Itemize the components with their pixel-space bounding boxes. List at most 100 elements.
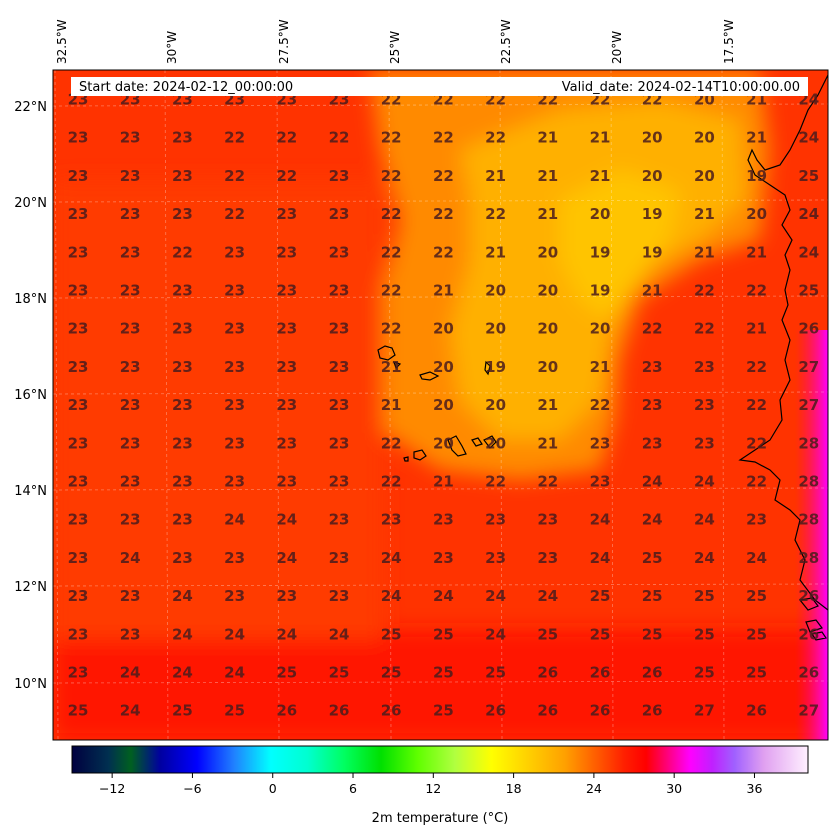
grid-value: 20 (433, 396, 454, 414)
grid-value: 26 (590, 702, 611, 720)
island-sal (484, 360, 491, 376)
colorbar-ticks: −12 −6 0 6 12 18 24 30 36 (99, 773, 762, 796)
grid-value: 25 (433, 702, 454, 720)
header-box: Start date: 2024-02-12_00:00:00 Valid_da… (71, 77, 808, 96)
grid-value: 23 (329, 511, 350, 529)
grid-value: 22 (224, 205, 245, 223)
longitude-label: 25°W (388, 31, 402, 64)
grid-value: 26 (537, 664, 558, 682)
grid-value: 20 (433, 358, 454, 376)
longitude-labels: 32.5°W 30°W 27.5°W 25°W 22.5°W 20°W 17.5°W (55, 19, 736, 64)
grid-value: 20 (537, 320, 558, 338)
grid-value: 23 (68, 549, 89, 567)
longitude-label: 30°W (165, 31, 179, 64)
grid-value: 25 (329, 664, 350, 682)
grid-value: 26 (798, 320, 819, 338)
grid-value: 22 (172, 243, 193, 261)
latitude-label: 20°N (14, 196, 47, 211)
latitude-label: 22°N (14, 100, 47, 115)
grid-value: 24 (381, 587, 402, 605)
grid-value: 25 (172, 702, 193, 720)
start-date-label: Start date: 2024-02-12_00:00:00 (79, 80, 293, 95)
grid-value: 23 (329, 396, 350, 414)
grid-value: 22 (746, 473, 767, 491)
grid-value: 22 (381, 434, 402, 452)
grid-value: 23 (68, 587, 89, 605)
grid-value: 22 (224, 167, 245, 185)
grid-value: 23 (276, 243, 297, 261)
grid-value: 23 (276, 205, 297, 223)
grid-value: 23 (172, 396, 193, 414)
grid-value: 25 (746, 587, 767, 605)
grid-value: 21 (694, 205, 715, 223)
grid-value: 21 (537, 129, 558, 147)
colorbar-tick-label: 0 (269, 781, 277, 796)
grid-value: 23 (276, 320, 297, 338)
grid-value: 24 (381, 549, 402, 567)
grid-value: 23 (329, 282, 350, 300)
grid-value: 28 (798, 473, 819, 491)
grid-value: 25 (694, 625, 715, 643)
longitude-label: 20°W (610, 31, 624, 64)
grid-value: 24 (120, 664, 141, 682)
latitude-label: 10°N (14, 677, 47, 692)
grid-value: 23 (276, 587, 297, 605)
grid-value: 23 (746, 511, 767, 529)
grid-value: 21 (537, 205, 558, 223)
grid-value: 22 (485, 129, 506, 147)
grid-value: 23 (172, 358, 193, 376)
grid-value: 23 (68, 243, 89, 261)
grid-value: 25 (746, 664, 767, 682)
header-background (71, 77, 808, 96)
colorbar-tick-label: 24 (586, 781, 602, 796)
latitude-label: 16°N (14, 388, 47, 403)
colorbar-tick-label: 6 (349, 781, 357, 796)
grid-value: 23 (224, 243, 245, 261)
grid-value: 23 (329, 320, 350, 338)
grid-value: 21 (537, 167, 558, 185)
grid-value: 20 (485, 434, 506, 452)
grid-value: 23 (120, 473, 141, 491)
grid-value: 21 (746, 243, 767, 261)
grid-value: 24 (329, 625, 350, 643)
grid-value: 20 (590, 320, 611, 338)
grid-value: 24 (433, 587, 454, 605)
grid-value: 24 (642, 511, 663, 529)
grid-value: 28 (798, 549, 819, 567)
grid-value: 23 (68, 320, 89, 338)
grid-value: 23 (120, 243, 141, 261)
grid-value: 22 (746, 282, 767, 300)
african-coastline (738, 74, 828, 611)
grid-value: 19 (642, 243, 663, 261)
grid-value: 25 (433, 664, 454, 682)
grid-value: 23 (120, 282, 141, 300)
grid-value: 20 (537, 282, 558, 300)
grid-value: 23 (120, 358, 141, 376)
grid-value: 23 (172, 549, 193, 567)
grid-value: 23 (276, 434, 297, 452)
grid-value: 23 (224, 358, 245, 376)
island-fogo (413, 449, 427, 461)
grid-value: 23 (694, 396, 715, 414)
grid-value: 24 (798, 243, 819, 261)
grid-value: 23 (68, 511, 89, 529)
grid-value: 23 (120, 129, 141, 147)
island-sao-vicente (393, 361, 402, 370)
grid-value: 22 (276, 129, 297, 147)
grid-value: 23 (120, 625, 141, 643)
grid-value: 23 (694, 358, 715, 376)
grid-value: 24 (120, 549, 141, 567)
grid-value: 22 (642, 320, 663, 338)
grid-value: 24 (694, 511, 715, 529)
grid-value: 26 (798, 587, 819, 605)
grid-value: 22 (746, 396, 767, 414)
grid-value: 22 (433, 243, 454, 261)
grid-value: 22 (537, 473, 558, 491)
colorbar-tick-label: 18 (506, 781, 522, 796)
grid-value: 21 (433, 473, 454, 491)
grid-value: 26 (642, 664, 663, 682)
grid-value: 22 (694, 282, 715, 300)
grid-value: 22 (433, 167, 454, 185)
grid-value: 23 (329, 358, 350, 376)
grid-value: 24 (642, 473, 663, 491)
